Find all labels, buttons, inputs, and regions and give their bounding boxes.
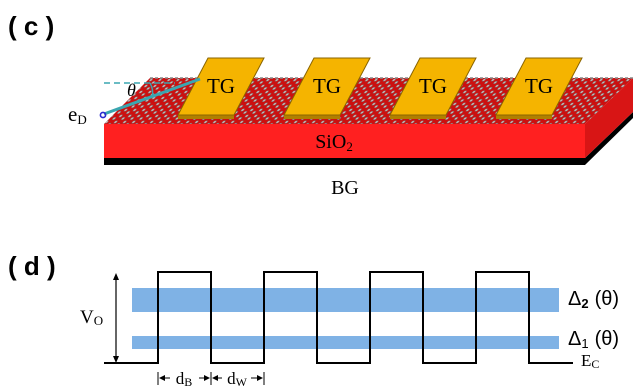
top-gate-label: TG <box>525 74 553 98</box>
db-label: dB <box>176 369 193 389</box>
dw-arrow-head-left <box>212 375 218 381</box>
top-gate-1: TG <box>177 57 265 119</box>
panel-c: ( c ) TG TG TG TG θ eD SiO2 BG <box>8 11 633 199</box>
band-delta-2 <box>132 288 559 312</box>
top-gate-2: TG <box>283 57 371 119</box>
db-arrow-head-left <box>159 375 165 381</box>
top-gate-label: TG <box>207 74 235 98</box>
dw-label: dW <box>227 369 248 389</box>
top-gate-face <box>389 57 477 116</box>
top-gate-label: TG <box>419 74 447 98</box>
v0-label: VO <box>80 307 103 328</box>
v0-arrow-head-top <box>113 273 119 280</box>
substrate-label: SiO2 <box>315 131 353 154</box>
v0-arrow-head-bottom <box>113 356 119 363</box>
band-delta-2-label: Δ2 (θ) <box>568 288 619 311</box>
top-gate-edge <box>284 115 340 119</box>
top-gate-face <box>495 57 583 116</box>
dw-arrow-head-right <box>257 375 263 381</box>
back-gate-strip <box>104 158 585 165</box>
top-gate-edge <box>496 115 552 119</box>
band-delta-1-label: Δ1 (θ) <box>568 328 619 351</box>
angle-arc <box>149 82 154 98</box>
ec-label: EC <box>581 351 599 371</box>
electron-label: eD <box>68 102 87 127</box>
back-gate-label: BG <box>331 177 359 199</box>
panel-d-label: ( d ) <box>8 251 56 281</box>
electron-dot <box>99 111 107 119</box>
top-gate-face <box>177 57 265 116</box>
top-gate-label: TG <box>313 74 341 98</box>
top-gate-3: TG <box>389 57 477 119</box>
panel-d: ( d ) VO Δ2 (θ) Δ1 (θ) EC dB dW <box>8 251 619 389</box>
top-gates: TG TG TG TG <box>177 57 583 119</box>
top-gate-4: TG <box>495 57 583 119</box>
back-gate-side <box>585 112 633 165</box>
substrate-side <box>585 78 633 158</box>
db-arrow-head-right <box>204 375 210 381</box>
top-gate-face <box>283 57 371 116</box>
angle-label: θ <box>127 80 136 100</box>
substrate-front <box>104 124 585 158</box>
band-delta-1 <box>132 336 559 349</box>
top-gate-edge <box>390 115 446 119</box>
potential-profile <box>104 271 573 364</box>
panel-c-label: ( c ) <box>8 11 54 41</box>
top-gate-edge <box>178 115 234 119</box>
